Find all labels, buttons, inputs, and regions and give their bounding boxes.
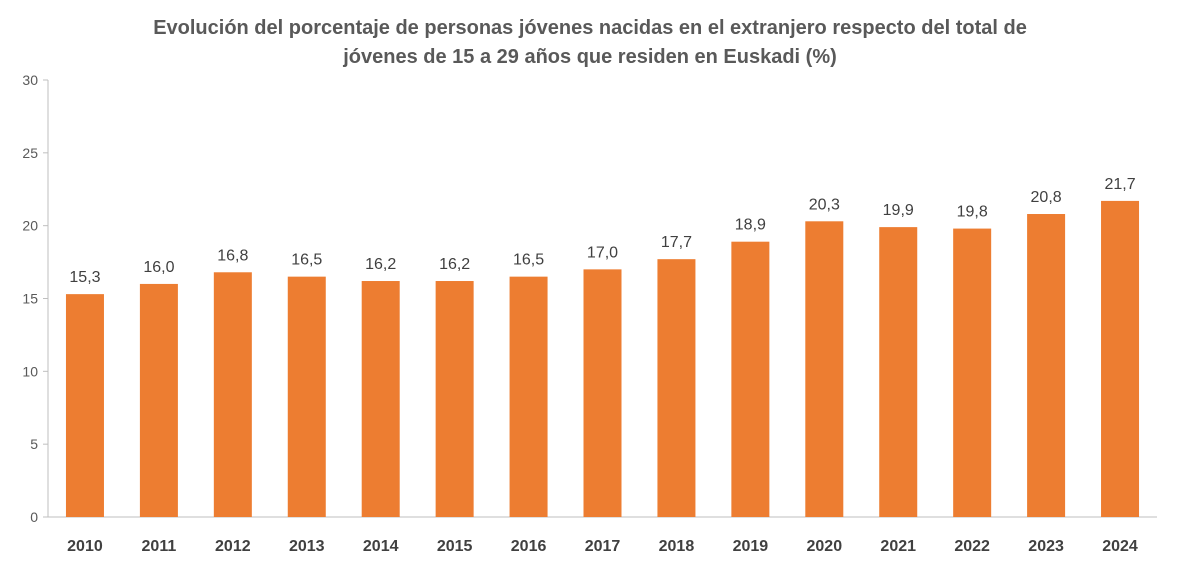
x-tick-label-2013: 2013: [289, 538, 325, 555]
bar-2023: [1027, 214, 1066, 517]
data-label-2014: 16,2: [365, 256, 396, 273]
data-label-2015: 16,2: [439, 256, 470, 273]
bar-2010: [65, 294, 104, 517]
x-axis: 2010 2011 2012 2013 2014 2015 2016 2017 2018 2019…: [48, 516, 1157, 555]
x-tick-label-2022: 2022: [954, 538, 990, 555]
data-label-2021: 19,9: [883, 202, 914, 219]
y-tick-label: 20: [22, 218, 38, 234]
bar-2012: [213, 272, 252, 517]
data-label-2022: 19,8: [957, 204, 988, 221]
data-label-2013: 16,5: [291, 252, 322, 269]
y-tick-label: 15: [22, 291, 38, 307]
bar-2022: [953, 228, 992, 517]
data-label-2010: 15,3: [69, 269, 100, 286]
x-tick-label-2018: 2018: [659, 538, 695, 555]
x-tick-label-2020: 2020: [807, 538, 843, 555]
data-label-2020: 20,3: [809, 196, 840, 213]
x-tick-label-2011: 2011: [142, 538, 177, 555]
x-tick-label-2012: 2012: [215, 538, 251, 555]
x-tick-label-2015: 2015: [437, 538, 473, 555]
bar-2013: [287, 276, 326, 517]
chart-title-line-2: jóvenes de 15 a 29 años que residen en E…: [343, 46, 837, 68]
y-tick-label: 5: [30, 436, 38, 452]
chart-title: Evolución del porcentaje de personas jóv…: [0, 14, 1180, 72]
bar-2014: [361, 281, 400, 517]
bars: [65, 200, 1140, 518]
bar-2019: [731, 241, 770, 517]
x-tick-label-2023: 2023: [1028, 538, 1064, 555]
data-label-2017: 17,0: [587, 244, 618, 261]
x-tick-label-2017: 2017: [585, 538, 621, 555]
bar-2024: [1101, 200, 1140, 518]
x-tick-label-2010: 2010: [67, 538, 103, 555]
data-label-2024: 21,7: [1104, 176, 1135, 193]
y-tick-label: 0: [30, 509, 38, 525]
y-tick-label: 25: [22, 145, 38, 161]
y-tick-label: 10: [22, 363, 38, 379]
x-tick-label-2016: 2016: [511, 538, 547, 555]
bar-2020: [805, 221, 844, 517]
bar-2011: [139, 283, 178, 517]
data-label-2019: 18,9: [735, 217, 766, 234]
data-label-2012: 16,8: [217, 247, 248, 264]
x-tick-label-2024: 2024: [1102, 538, 1138, 555]
bar-2016: [509, 276, 548, 517]
y-tick-label: 30: [22, 72, 38, 88]
data-labels: 15,3 16,0 16,8 16,5 16,2 16,2 16,5 17,0 17,7 18,9…: [69, 176, 1135, 286]
data-label-2011: 16,0: [143, 259, 174, 276]
bar-2015: [435, 281, 474, 517]
bar-2021: [879, 227, 918, 517]
x-tick-label-2014: 2014: [363, 538, 399, 555]
bar-2017: [583, 269, 622, 517]
x-tick-label-2021: 2021: [880, 538, 916, 555]
data-label-2016: 16,5: [513, 252, 544, 269]
data-label-2023: 20,8: [1031, 189, 1062, 206]
x-tick-label-2019: 2019: [733, 538, 769, 555]
y-axis: 0 5 10 15 20 25 30: [22, 72, 49, 525]
bar-2018: [657, 259, 696, 517]
data-label-2018: 17,7: [661, 234, 692, 251]
chart-title-line-1: Evolución del porcentaje de personas jóv…: [153, 17, 1027, 39]
